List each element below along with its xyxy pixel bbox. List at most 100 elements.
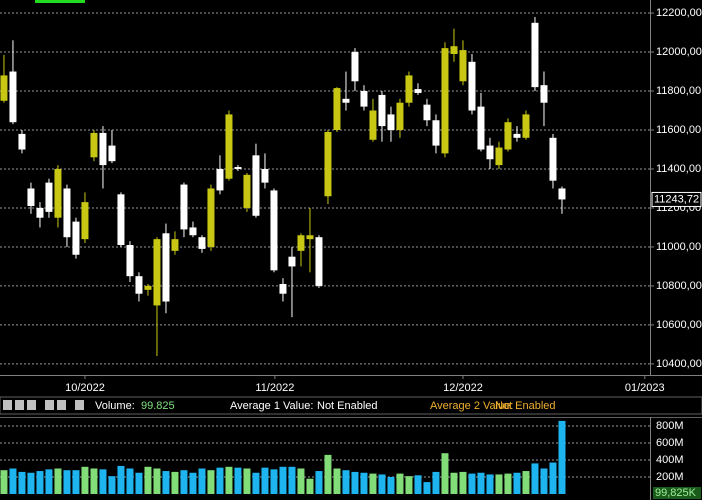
candle-body: [450, 46, 458, 54]
candle-body: [135, 276, 143, 294]
candle-body: [468, 61, 476, 111]
candle-body: [36, 207, 44, 218]
candle-body: [288, 256, 296, 267]
volume-bar: [27, 472, 35, 494]
candle-body: [9, 71, 17, 123]
volume-bar: [153, 468, 161, 494]
volume-bar: [252, 472, 260, 494]
volume-bar: [171, 471, 179, 494]
candle-body: [243, 174, 251, 208]
candle-body: [270, 190, 278, 271]
volume-bar: [0, 470, 8, 494]
candle-body: [414, 89, 422, 93]
button[interactable]: [75, 400, 84, 410]
candle-body: [315, 237, 323, 286]
candle-body: [477, 106, 485, 150]
candle-body: [333, 88, 341, 131]
candle-body: [513, 133, 521, 138]
candle-body: [549, 137, 557, 181]
candle-body: [207, 188, 215, 247]
volume-bar: [63, 470, 71, 494]
volume-header: [0, 396, 702, 415]
candle-body: [261, 168, 269, 183]
button[interactable]: [3, 400, 12, 410]
y-tick-label: 600M: [656, 437, 684, 449]
candle-body: [558, 188, 566, 200]
volume-bar: [405, 476, 413, 494]
candle-body: [72, 221, 80, 255]
volume-bar: [279, 466, 287, 494]
volume-bar: [522, 471, 530, 494]
candle-body: [180, 184, 188, 230]
y-tick-label: 11400,00: [656, 163, 701, 175]
candle-body: [54, 168, 62, 218]
candle-body: [297, 235, 305, 251]
candle-body: [144, 285, 152, 290]
candle-body: [459, 50, 467, 82]
volume-bar: [189, 472, 197, 494]
button[interactable]: [27, 400, 36, 410]
volume-bar: [180, 470, 188, 494]
avg2-label: Average 2 Value:: [430, 400, 513, 412]
y-tick-label: 11000,00: [656, 241, 701, 253]
volume-label: Volume:: [95, 400, 135, 412]
volume-bar: [135, 472, 143, 494]
last-price-label: 11243,72: [654, 193, 699, 205]
volume-bar: [270, 469, 278, 494]
volume-bar: [144, 466, 152, 494]
candle-body: [432, 120, 440, 146]
volume-bar: [468, 473, 476, 494]
y-tick-label: 10400,00: [656, 358, 702, 370]
candle-body: [360, 91, 368, 107]
candle-body: [522, 114, 530, 138]
candle-body: [540, 85, 548, 103]
volume-last-label: 99,825K: [655, 487, 697, 499]
volume-bar: [504, 473, 512, 494]
volume-bar: [90, 468, 98, 494]
candle-body: [234, 167, 242, 169]
y-tick-label: 400M: [656, 454, 684, 466]
y-tick-label: 200M: [656, 471, 684, 483]
candle-body: [324, 131, 332, 197]
volume-bar: [288, 466, 296, 494]
volume-bar: [54, 468, 62, 494]
candle-body: [306, 235, 314, 240]
candle-body: [90, 132, 98, 158]
volume-bar: [216, 467, 224, 494]
candle-body: [153, 239, 161, 306]
candle-body: [252, 155, 260, 216]
volume-bar: [207, 470, 215, 494]
candle-body: [117, 194, 125, 245]
volume-bar: [315, 471, 323, 494]
volume-bar: [18, 471, 26, 494]
x-tick-label: 11/2022: [255, 382, 294, 394]
active-tab: [35, 0, 85, 3]
panel-buttons: [3, 400, 84, 410]
volume-bar: [108, 476, 116, 494]
volume-last-box: [653, 487, 701, 499]
volume-bar: [378, 474, 386, 494]
y-tick-label: 10800,00: [656, 280, 702, 292]
candle-body: [279, 283, 287, 294]
volume-bar: [396, 473, 404, 494]
y-tick-label: 12000,00: [656, 46, 702, 58]
candle-body: [0, 75, 8, 101]
button[interactable]: [15, 400, 24, 410]
y-tick-label: 11800,00: [656, 85, 701, 97]
button[interactable]: [57, 400, 66, 410]
volume-bar: [198, 468, 206, 494]
volume-bar: [126, 468, 134, 494]
button[interactable]: [45, 400, 54, 410]
candle-body: [486, 145, 494, 160]
avg1-value: Not Enabled: [317, 400, 378, 412]
volume-bar: [306, 478, 314, 494]
volume-bar: [117, 465, 125, 494]
volume-bar: [477, 472, 485, 494]
volume-bar: [369, 473, 377, 494]
volume-bar: [513, 472, 521, 494]
volume-bar: [234, 467, 242, 494]
candle-body: [27, 188, 35, 207]
volume-bar: [351, 471, 359, 494]
volume-bar: [297, 468, 305, 494]
